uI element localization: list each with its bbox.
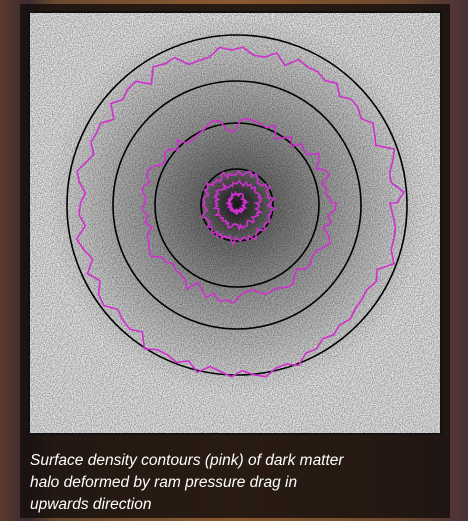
circle xyxy=(200,168,274,242)
reference-circles xyxy=(66,34,408,376)
caption: Surface density contours (pink) of dark … xyxy=(30,450,460,516)
contour xyxy=(212,179,263,232)
circle xyxy=(112,80,362,330)
circle xyxy=(66,34,408,376)
contour xyxy=(200,169,277,247)
circle xyxy=(154,122,320,288)
contour xyxy=(75,46,405,378)
caption-line: Surface density contours (pink) of dark … xyxy=(30,452,344,469)
contour xyxy=(141,117,338,304)
noise xyxy=(30,13,440,433)
caption-line: upwards direction xyxy=(30,496,152,513)
contours xyxy=(75,46,405,378)
contour xyxy=(224,190,250,215)
figure-image xyxy=(28,11,442,435)
caption-line: halo deformed by ram pressure drag in xyxy=(30,474,298,491)
